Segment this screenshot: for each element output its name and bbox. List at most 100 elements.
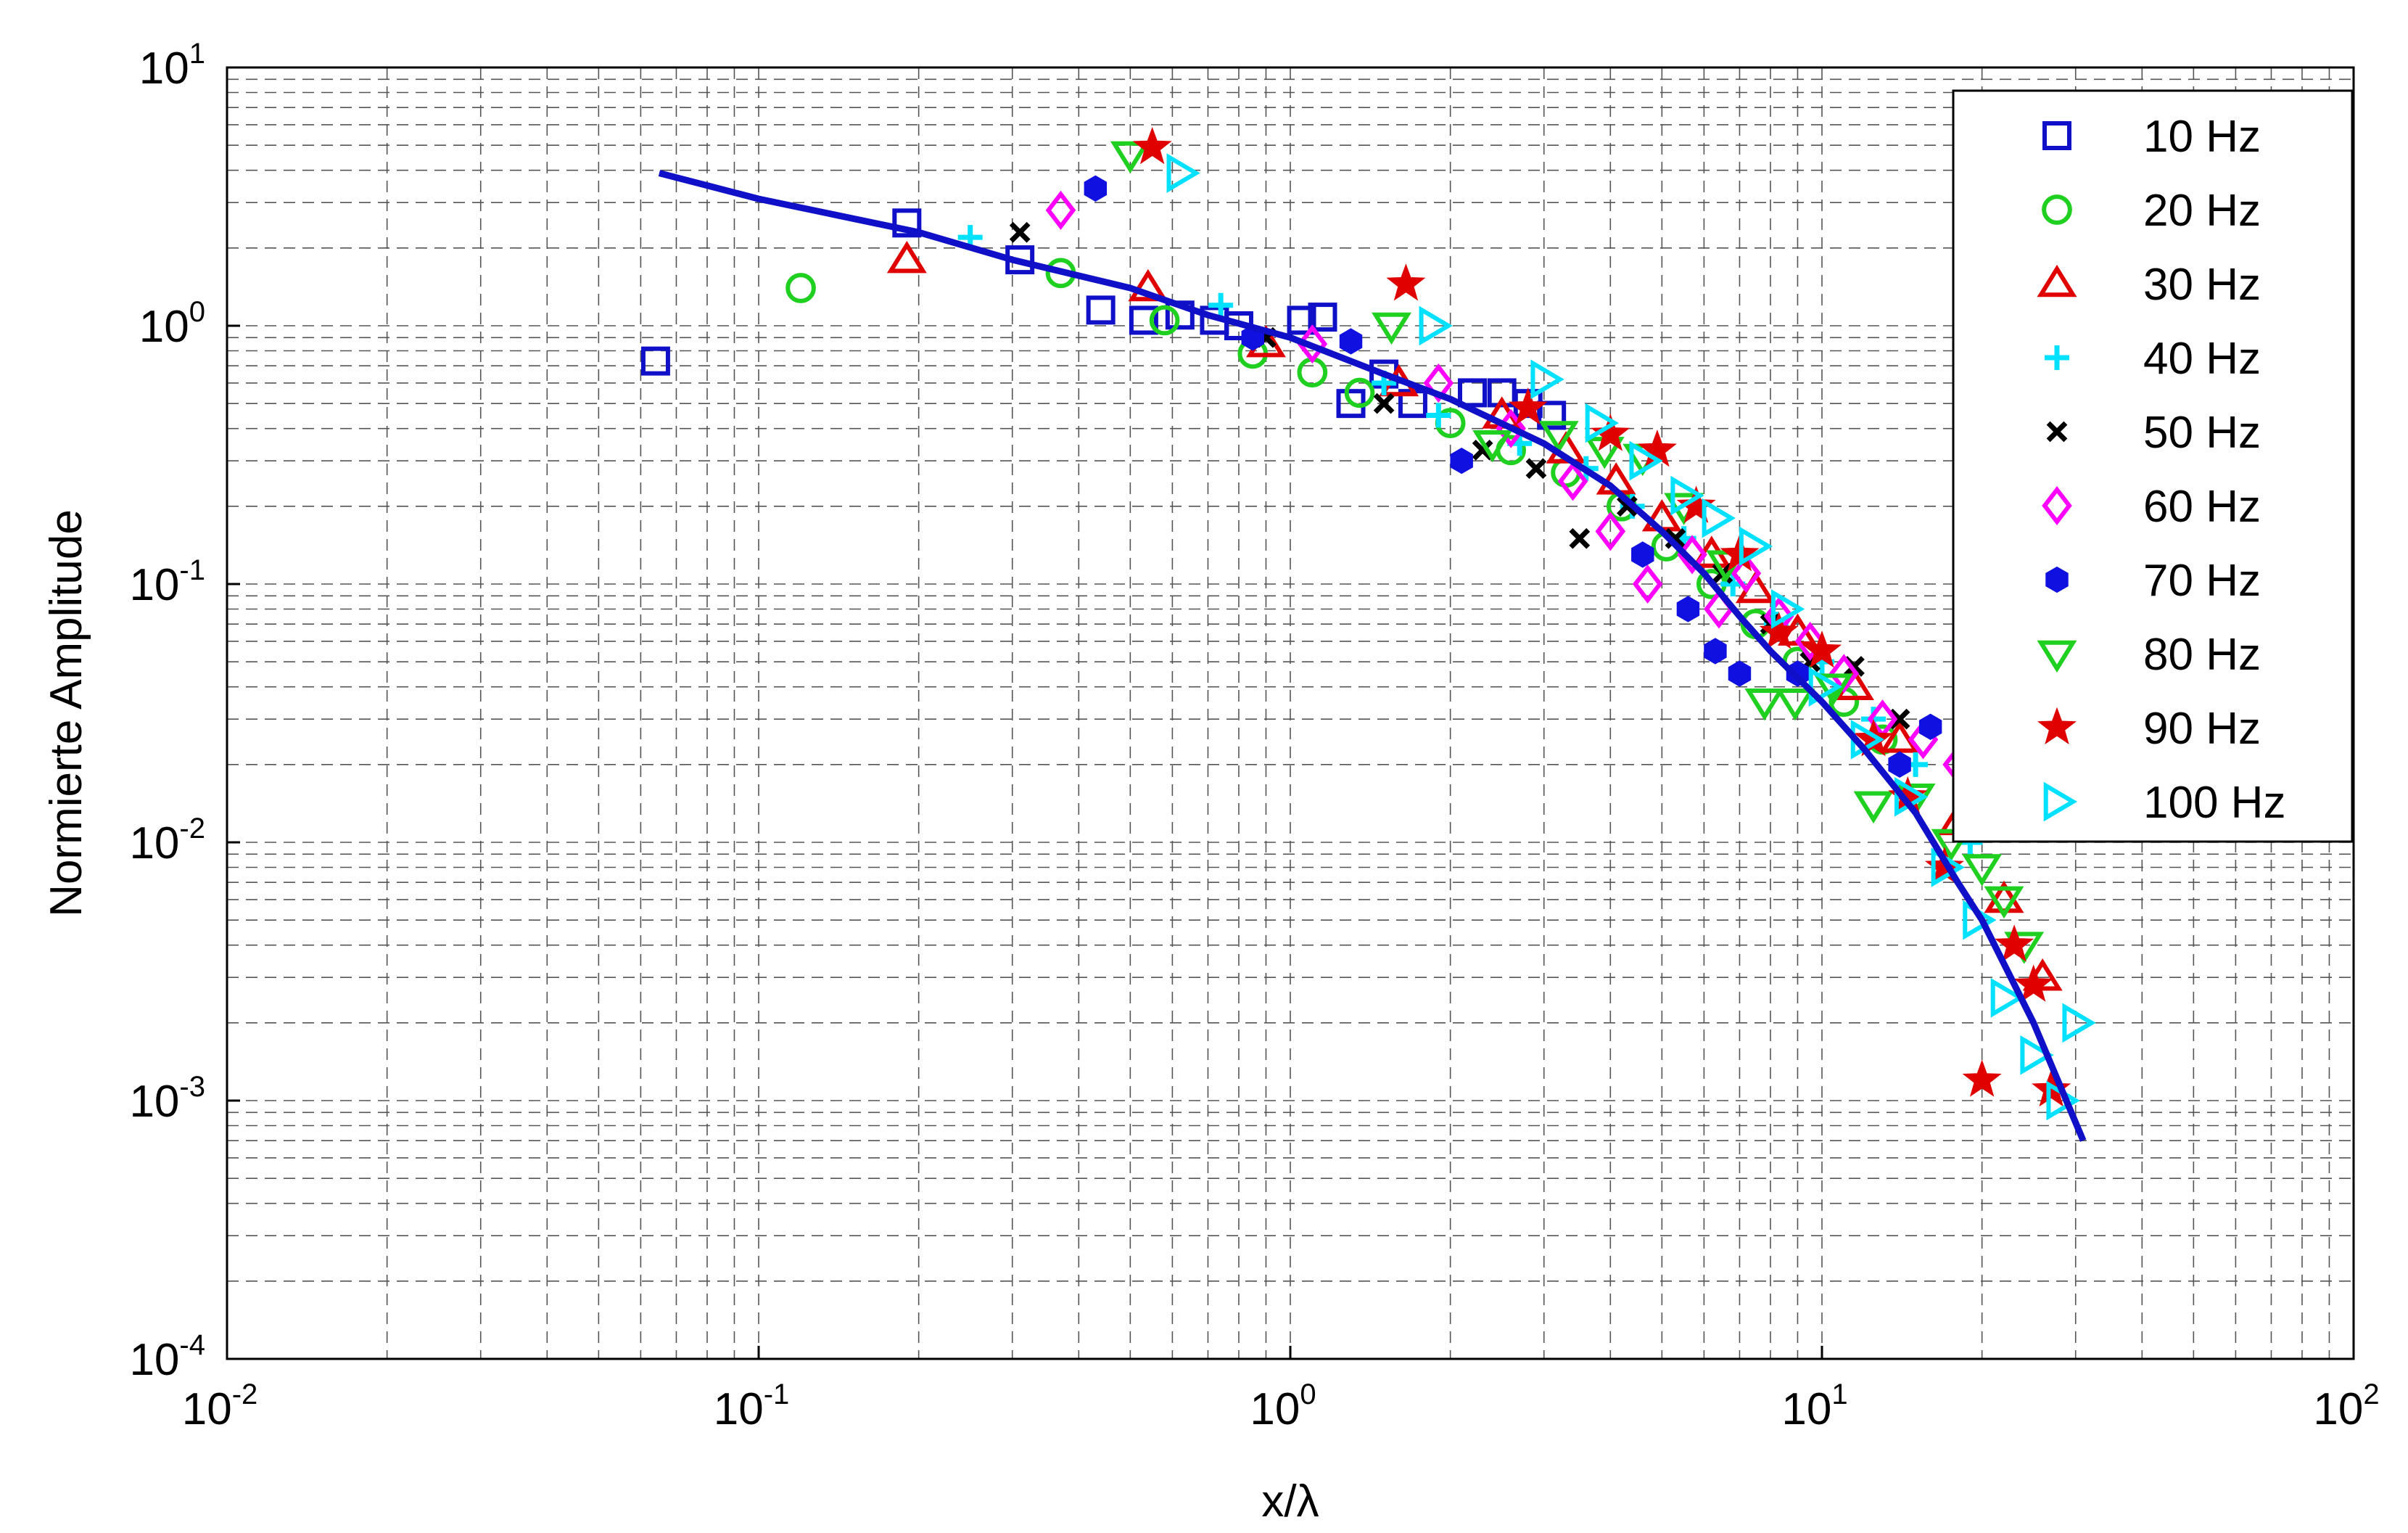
data-point xyxy=(1450,447,1473,474)
x-tick-label: 10-1 xyxy=(714,1378,790,1434)
legend-marker xyxy=(2037,640,2077,673)
data-point xyxy=(1110,141,1150,174)
legend-label: 30 Hz xyxy=(2143,260,2261,310)
data-point xyxy=(1009,221,1031,243)
x-tick-label: 100 xyxy=(1250,1378,1316,1434)
legend-entry: 20 Hz xyxy=(2042,186,2261,236)
data-point xyxy=(1739,526,1773,567)
legend-label: 60 Hz xyxy=(2143,482,2261,532)
data-point xyxy=(1557,461,1588,501)
data-point xyxy=(1775,689,1815,721)
data-point xyxy=(1339,328,1363,355)
data-point xyxy=(1595,511,1626,551)
legend-marker xyxy=(2042,485,2072,526)
data-point xyxy=(1629,440,1663,481)
legend-entry: 100 Hz xyxy=(2043,778,2285,828)
data-point xyxy=(1045,190,1076,230)
legend-marker xyxy=(2046,421,2068,443)
data-point xyxy=(2013,964,2053,1002)
series-10-hz xyxy=(640,208,1567,430)
data-point xyxy=(1084,175,1108,202)
legend-label: 20 Hz xyxy=(2143,186,2261,236)
data-point xyxy=(1208,292,1234,318)
legend-entry: 80 Hz xyxy=(2037,630,2261,680)
data-point xyxy=(1802,630,1842,668)
data-point xyxy=(1591,414,1630,451)
legend: 10 Hz 20 Hz 30 Hz 40 Hz 50 Hz 60 Hz 70 Hz 80 Hz… xyxy=(1952,89,2354,843)
data-point xyxy=(1538,421,1579,453)
data-point xyxy=(1344,377,1375,408)
data-point xyxy=(1676,596,1700,622)
x-axis-title: x/λ xyxy=(1261,1476,1319,1526)
data-point xyxy=(1372,312,1411,345)
data-point xyxy=(1744,689,1785,721)
data-point xyxy=(1585,403,1619,443)
data-point xyxy=(1995,924,2034,962)
data-point xyxy=(1373,393,1395,414)
data-point xyxy=(1984,886,2024,919)
data-markers xyxy=(640,126,2096,1121)
y-tick-label: 100 xyxy=(139,296,205,352)
data-point xyxy=(1888,751,1911,778)
grid xyxy=(227,67,2354,1359)
legend-entry: 40 Hz xyxy=(2045,334,2261,384)
legend-marker xyxy=(2043,781,2077,822)
legend-label: 40 Hz xyxy=(2143,334,2261,384)
data-point xyxy=(1704,638,1727,665)
data-point xyxy=(1853,791,1894,824)
data-point xyxy=(1770,589,1805,629)
data-point xyxy=(1918,713,1942,740)
data-point xyxy=(1525,458,1547,480)
data-point xyxy=(886,241,927,274)
data-point xyxy=(640,346,670,376)
data-point xyxy=(1670,475,1704,516)
data-point xyxy=(1962,1059,2002,1097)
data-point xyxy=(1569,527,1591,549)
y-tick-label: 10-4 xyxy=(129,1329,205,1385)
fit-line-group xyxy=(658,170,2087,1142)
y-tick-label: 10-1 xyxy=(129,554,205,610)
data-point xyxy=(1731,554,1762,593)
data-point xyxy=(1632,564,1663,604)
legend-entry: 10 Hz xyxy=(2042,112,2261,162)
data-point xyxy=(1759,612,1799,649)
legend-label: 10 Hz xyxy=(2143,112,2261,162)
legend-marker xyxy=(2042,194,2072,225)
data-point xyxy=(1166,153,1200,193)
x-tick-label: 102 xyxy=(2313,1378,2379,1434)
data-point xyxy=(1794,621,1826,661)
data-point xyxy=(1931,829,1971,862)
legend-entry: 50 Hz xyxy=(2046,408,2261,458)
legend-marker xyxy=(2045,566,2069,593)
data-point xyxy=(786,273,816,303)
y-tick-label: 101 xyxy=(139,38,205,94)
data-point xyxy=(1472,430,1513,463)
x-tick-label: 10-2 xyxy=(182,1378,258,1434)
data-point xyxy=(1149,305,1180,336)
data-point xyxy=(1879,720,1920,753)
legend-entry: 90 Hz xyxy=(2037,704,2261,754)
data-point xyxy=(1086,295,1116,325)
data-point xyxy=(1676,485,1716,523)
data-point xyxy=(1728,660,1752,687)
data-point xyxy=(1386,263,1426,301)
series-70-hz xyxy=(1084,175,1942,778)
data-point xyxy=(1297,324,1328,364)
data-point xyxy=(1308,303,1337,332)
legend-marker xyxy=(2042,121,2071,150)
legend-marker xyxy=(2037,707,2077,744)
data-point xyxy=(1631,541,1654,568)
legend-entry: 30 Hz xyxy=(2037,260,2261,310)
data-point xyxy=(1962,854,2003,887)
legend-label: 70 Hz xyxy=(2143,556,2261,606)
data-point xyxy=(1990,977,2024,1018)
y-axis-title: Normierte Amplitude xyxy=(41,509,91,917)
data-point xyxy=(2020,1035,2054,1075)
data-point xyxy=(1132,126,1172,165)
y-tick-label: 10-2 xyxy=(129,813,205,868)
data-point xyxy=(1508,387,1548,425)
legend-label: 90 Hz xyxy=(2143,704,2261,754)
data-point xyxy=(1287,305,1316,335)
legend-entry: 60 Hz xyxy=(2042,482,2261,532)
